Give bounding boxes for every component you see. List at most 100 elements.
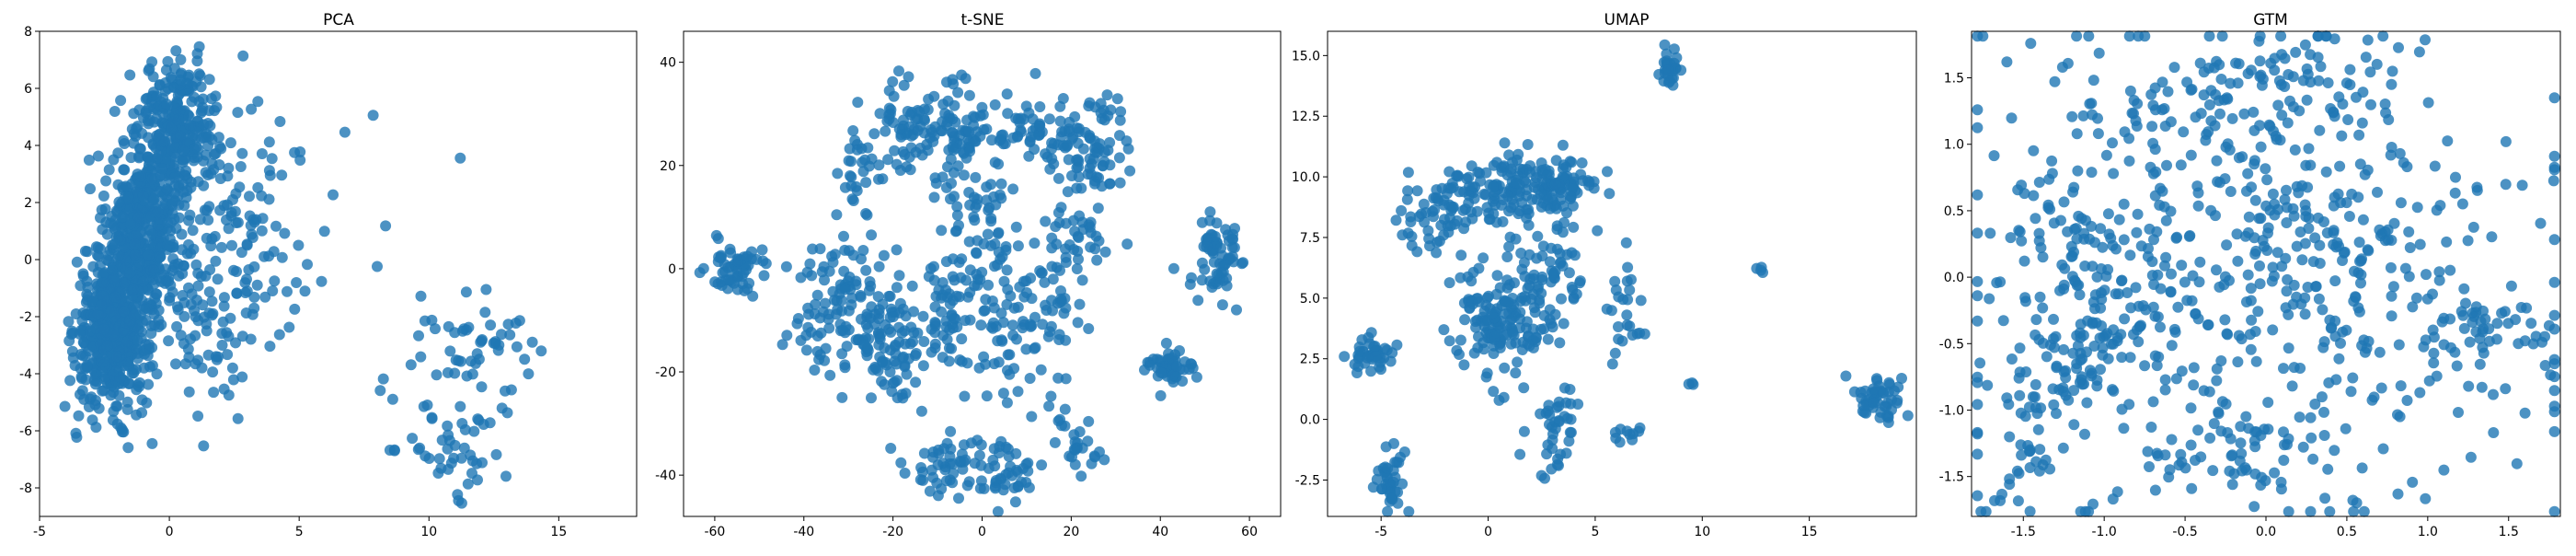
scatter-point	[981, 390, 993, 402]
scatter-point	[1091, 171, 1103, 183]
scatter-point	[433, 453, 445, 465]
scatter-point	[2078, 378, 2089, 390]
scatter-point	[230, 217, 242, 228]
scatter-point	[489, 338, 501, 350]
scatter-point	[2294, 411, 2306, 423]
scatter-point	[2284, 95, 2295, 107]
x-tick-label: 0	[978, 525, 986, 539]
scatter-point	[2086, 98, 2098, 110]
scatter-point	[2548, 425, 2560, 437]
y-tick-label: 8	[24, 25, 32, 40]
scatter-point	[161, 98, 172, 110]
scatter-point	[883, 290, 895, 302]
scatter-point	[1840, 370, 1852, 382]
scatter-point	[1505, 338, 1517, 350]
scatter-point	[263, 136, 275, 148]
scatter-point	[1568, 221, 1580, 233]
scatter-point	[2155, 321, 2166, 333]
scatter-point	[454, 400, 466, 412]
scatter-point	[1009, 496, 1021, 508]
scatter-point	[1385, 355, 1397, 367]
scatter-point	[1007, 183, 1019, 195]
scatter-point	[1183, 364, 1195, 376]
scatter-point	[795, 334, 807, 346]
scatter-point	[519, 353, 531, 365]
scatter-point	[124, 69, 136, 81]
scatter-point	[1982, 379, 1994, 391]
scatter-point	[1447, 181, 1459, 193]
scatter-point	[851, 144, 863, 156]
scatter-point	[964, 145, 976, 157]
scatter-point	[1557, 139, 1569, 151]
scatter-point	[852, 97, 864, 109]
scatter-point	[79, 245, 91, 257]
scatter-point	[2334, 160, 2346, 172]
scatter-point	[256, 148, 268, 159]
scatter-point	[505, 384, 517, 396]
scatter-point	[2119, 313, 2131, 325]
scatter-point	[2288, 362, 2300, 374]
scatter-point	[1049, 436, 1061, 448]
scatter-point	[1382, 462, 1394, 474]
scatter-point	[1544, 419, 1555, 431]
x-tick-label: 40	[1152, 525, 1168, 539]
scatter-point	[2024, 462, 2036, 473]
scatter-point	[141, 397, 153, 409]
scatter-point	[2070, 276, 2081, 288]
scatter-point	[2113, 214, 2125, 226]
scatter-point	[992, 335, 1004, 347]
scatter-point	[1012, 386, 1024, 398]
scatter-point	[1403, 505, 1415, 517]
scatter-point	[2281, 217, 2293, 228]
scatter-point	[279, 227, 291, 239]
scatter-point	[831, 308, 842, 320]
scatter-point	[1528, 181, 1540, 193]
scatter-point	[1208, 256, 1220, 268]
scatter-point	[1423, 233, 1435, 245]
scatter-point	[1354, 345, 1366, 357]
scatter-point	[836, 391, 848, 403]
scatter-point	[119, 277, 131, 289]
scatter-point	[997, 388, 1009, 400]
scatter-point	[1046, 153, 1058, 165]
scatter-point	[2149, 350, 2161, 362]
scatter-point	[1496, 199, 1508, 211]
scatter-point	[2407, 476, 2419, 488]
scatter-point	[2051, 362, 2063, 374]
scatter-point	[163, 335, 175, 347]
scatter-point	[922, 145, 934, 156]
scatter-point	[1072, 317, 1084, 329]
scatter-point	[1115, 106, 1127, 118]
gtm-panel: GTM -1.5 -1.0 -0.5 0.0 0.5 1.0 1.5-1.5-1.0-0.5…	[1939, 11, 2561, 539]
scatter-point	[1043, 400, 1055, 412]
scatter-point	[2176, 260, 2188, 272]
scatter-point	[1124, 165, 1136, 177]
scatter-point	[1362, 352, 1374, 364]
scatter-point	[1155, 389, 1167, 401]
scatter-point	[1478, 252, 1489, 264]
scatter-point	[2312, 52, 2324, 64]
scatter-point	[2478, 347, 2490, 359]
scatter-point	[269, 275, 281, 287]
scatter-point	[807, 243, 819, 255]
scatter-point	[910, 113, 922, 125]
scatter-point	[2516, 180, 2528, 191]
scatter-point	[511, 341, 523, 353]
scatter-point	[873, 261, 885, 272]
scatter-point	[1018, 291, 1030, 303]
scatter-point	[107, 264, 119, 276]
scatter-point	[809, 365, 821, 376]
scatter-point	[2356, 117, 2368, 129]
scatter-point	[2458, 322, 2470, 334]
scatter-point	[2362, 34, 2374, 46]
scatter-point	[989, 238, 1001, 249]
scatter-point	[1972, 189, 1984, 201]
scatter-point	[1997, 315, 2009, 327]
scatter-point	[2192, 187, 2204, 199]
scatter-point	[1052, 172, 1064, 184]
scatter-point	[2385, 261, 2397, 273]
scatter-point	[930, 178, 942, 190]
scatter-point	[2353, 237, 2365, 249]
scatter-point	[990, 199, 1002, 211]
